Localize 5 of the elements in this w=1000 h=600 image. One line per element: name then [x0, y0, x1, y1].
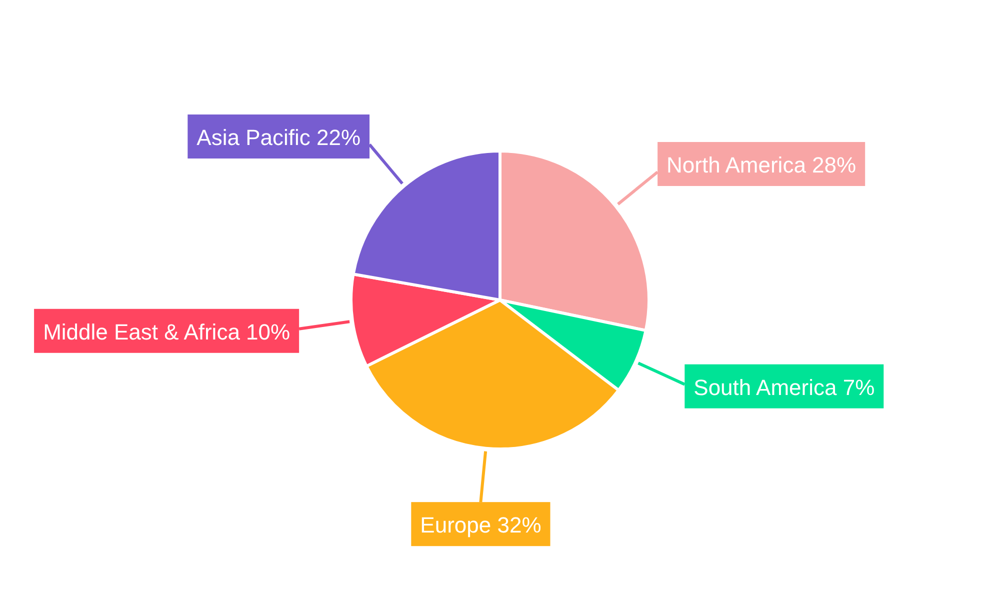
- slice-label: North America 28%: [666, 152, 856, 178]
- slice-label: Europe 32%: [420, 512, 542, 538]
- slice-label: Middle East & Africa 10%: [43, 319, 290, 344]
- slice-label: South America 7%: [694, 374, 875, 400]
- slice-label: Asia Pacific 22%: [196, 124, 361, 150]
